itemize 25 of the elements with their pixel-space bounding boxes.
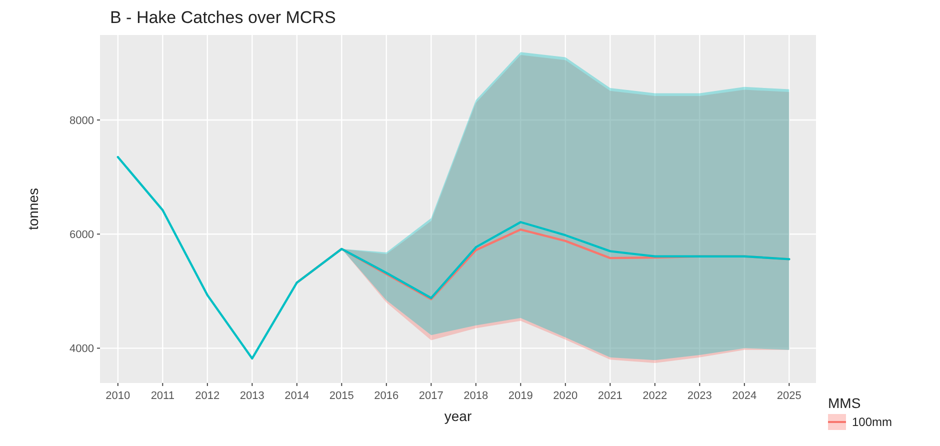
legend-label: 100mm (852, 415, 892, 429)
x-tick-label: 2011 (150, 390, 174, 402)
x-tick-label: 2023 (687, 390, 712, 402)
legend-title: MMS (828, 395, 861, 411)
x-tick-label: 2014 (284, 390, 310, 402)
chart-title: B - Hake Catches over MCRS (110, 8, 336, 27)
x-tick-label: 2018 (464, 390, 488, 402)
x-tick-label: 2010 (106, 390, 130, 402)
x-tick-label: 2021 (598, 390, 622, 402)
y-tick-label: 6000 (70, 228, 94, 241)
x-tick-label: 2013 (240, 390, 264, 402)
y-tick-label: 4000 (70, 343, 94, 356)
x-axis-title: year (444, 408, 472, 424)
x-tick-label: 2020 (553, 390, 578, 402)
x-tick-label: 2022 (642, 390, 668, 402)
x-tick-label: 2017 (418, 390, 444, 402)
x-tick-label: 2015 (329, 390, 354, 402)
line-series (116, 156, 790, 360)
x-tick-label: 2019 (508, 390, 533, 402)
x-tick-label: 2025 (776, 390, 802, 402)
y-axis-title: tonnes (25, 188, 41, 230)
x-tick-label: 2012 (195, 390, 220, 402)
x-tick-label: 2024 (732, 390, 757, 402)
x-tick-label: 2016 (374, 390, 399, 402)
y-tick-label: 8000 (70, 114, 94, 127)
